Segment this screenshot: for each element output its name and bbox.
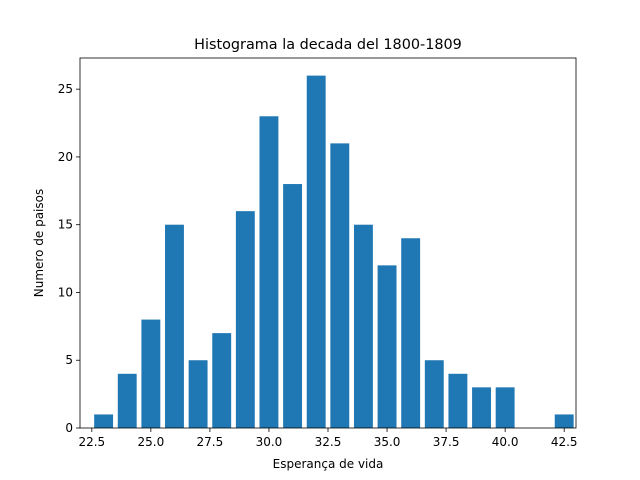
plot-frame [79,57,577,429]
histogram-bar [495,387,515,428]
histogram-bar [330,143,350,428]
histogram-bar [94,414,114,428]
y-axis-ticks: 0 5 10 15 20 25 [58,82,80,435]
histogram-bar [377,265,397,428]
y-tick-label: 5 [65,353,73,367]
histogram-bar [259,116,279,429]
histogram-bar [472,387,491,428]
x-tick-label: 22.5 [78,435,105,449]
histogram-bar [424,360,444,428]
histogram-bar [554,414,574,428]
x-tick-label: 42.5 [551,435,578,449]
y-tick-label: 20 [58,150,73,164]
y-tick-label: 0 [65,421,73,435]
x-tick-label: 27.5 [197,435,224,449]
histogram-bar [353,224,373,428]
chart-title: Histograma la decada del 1800-1809 [194,37,462,53]
histogram-bar [212,333,232,428]
bars-group [94,75,574,429]
histogram-bar [188,360,208,428]
histogram-bar [401,238,421,428]
x-tick-label: 25.0 [137,435,164,449]
histogram-bar [306,75,326,428]
x-axis-label: Esperança de vida [273,457,384,471]
y-tick-label: 15 [58,218,73,232]
histogram-bar [165,224,184,428]
y-axis-label: Numero de paisos [32,189,46,297]
x-tick-label: 30.0 [256,435,283,449]
histogram-bar [235,211,255,428]
histogram-bar [117,373,137,428]
histogram-bar [283,184,303,428]
histogram-bar [448,373,468,428]
x-axis-ticks: 22.5 25.0 27.5 30.0 32.5 35.0 37.5 40.0 42.5 [78,428,578,449]
x-tick-label: 35.0 [374,435,401,449]
x-tick-label: 32.5 [315,435,342,449]
x-tick-label: 40.0 [492,435,519,449]
x-tick-label: 37.5 [433,435,460,449]
y-tick-label: 25 [58,82,73,96]
y-tick-label: 10 [58,285,73,299]
histogram-bar [141,319,161,428]
